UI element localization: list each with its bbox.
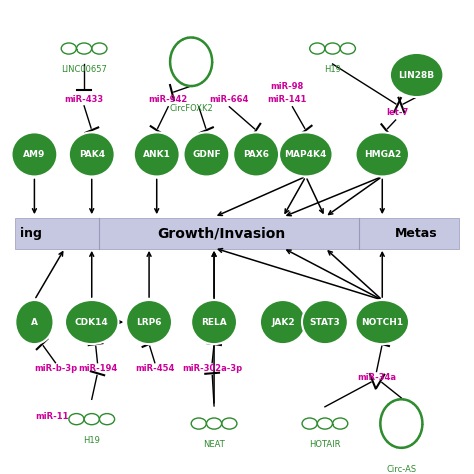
- Ellipse shape: [302, 300, 348, 344]
- Ellipse shape: [260, 300, 306, 344]
- Text: Growth/Invasion: Growth/Invasion: [157, 227, 286, 241]
- Ellipse shape: [191, 300, 237, 344]
- Text: miR-194: miR-194: [78, 364, 117, 373]
- Text: STAT3: STAT3: [310, 318, 340, 327]
- Text: miR-b-3p: miR-b-3p: [34, 364, 77, 373]
- Text: miR-942: miR-942: [148, 95, 188, 104]
- Ellipse shape: [69, 132, 115, 176]
- Ellipse shape: [126, 300, 172, 344]
- Text: NOTCH1: NOTCH1: [361, 318, 403, 327]
- Ellipse shape: [390, 53, 443, 97]
- Text: miR-11: miR-11: [35, 412, 68, 421]
- Text: let-7: let-7: [386, 108, 409, 117]
- Ellipse shape: [233, 132, 279, 176]
- Text: miR-98: miR-98: [270, 82, 303, 91]
- Ellipse shape: [11, 132, 57, 176]
- Text: LIN28B: LIN28B: [399, 71, 435, 80]
- Text: GDNF: GDNF: [192, 150, 221, 159]
- Text: H19: H19: [83, 436, 100, 445]
- Text: LRP6: LRP6: [137, 318, 162, 327]
- Ellipse shape: [356, 132, 409, 176]
- Text: Metas: Metas: [395, 228, 438, 240]
- Text: Circ-AS: Circ-AS: [386, 465, 417, 474]
- Text: miR-433: miR-433: [64, 95, 104, 104]
- Text: MAP4K4: MAP4K4: [284, 150, 327, 159]
- Text: A: A: [31, 318, 38, 327]
- Text: CircFOXK2: CircFOXK2: [169, 104, 213, 113]
- Ellipse shape: [183, 132, 229, 176]
- Text: HOTAIR: HOTAIR: [309, 440, 341, 449]
- Text: miR-664: miR-664: [210, 95, 249, 104]
- FancyBboxPatch shape: [15, 219, 459, 249]
- Text: AM9: AM9: [23, 150, 46, 159]
- Text: JAK2: JAK2: [271, 318, 295, 327]
- Text: PAK4: PAK4: [79, 150, 105, 159]
- Ellipse shape: [15, 300, 54, 344]
- Ellipse shape: [134, 132, 180, 176]
- Text: ing: ing: [19, 228, 42, 240]
- Text: miR-454: miR-454: [135, 364, 174, 373]
- Ellipse shape: [65, 300, 118, 344]
- Text: H19: H19: [324, 65, 341, 74]
- Text: PAX6: PAX6: [243, 150, 269, 159]
- Text: HMGA2: HMGA2: [364, 150, 401, 159]
- Text: miR-302a-3p: miR-302a-3p: [182, 364, 242, 373]
- Text: ANK1: ANK1: [143, 150, 171, 159]
- Text: CDK14: CDK14: [75, 318, 109, 327]
- Text: miR-34a: miR-34a: [357, 373, 396, 382]
- Ellipse shape: [279, 132, 333, 176]
- Text: miR-141: miR-141: [267, 95, 306, 104]
- Text: LINC00657: LINC00657: [61, 65, 107, 74]
- Text: RELA: RELA: [201, 318, 227, 327]
- Text: NEAT: NEAT: [203, 440, 225, 449]
- Ellipse shape: [356, 300, 409, 344]
